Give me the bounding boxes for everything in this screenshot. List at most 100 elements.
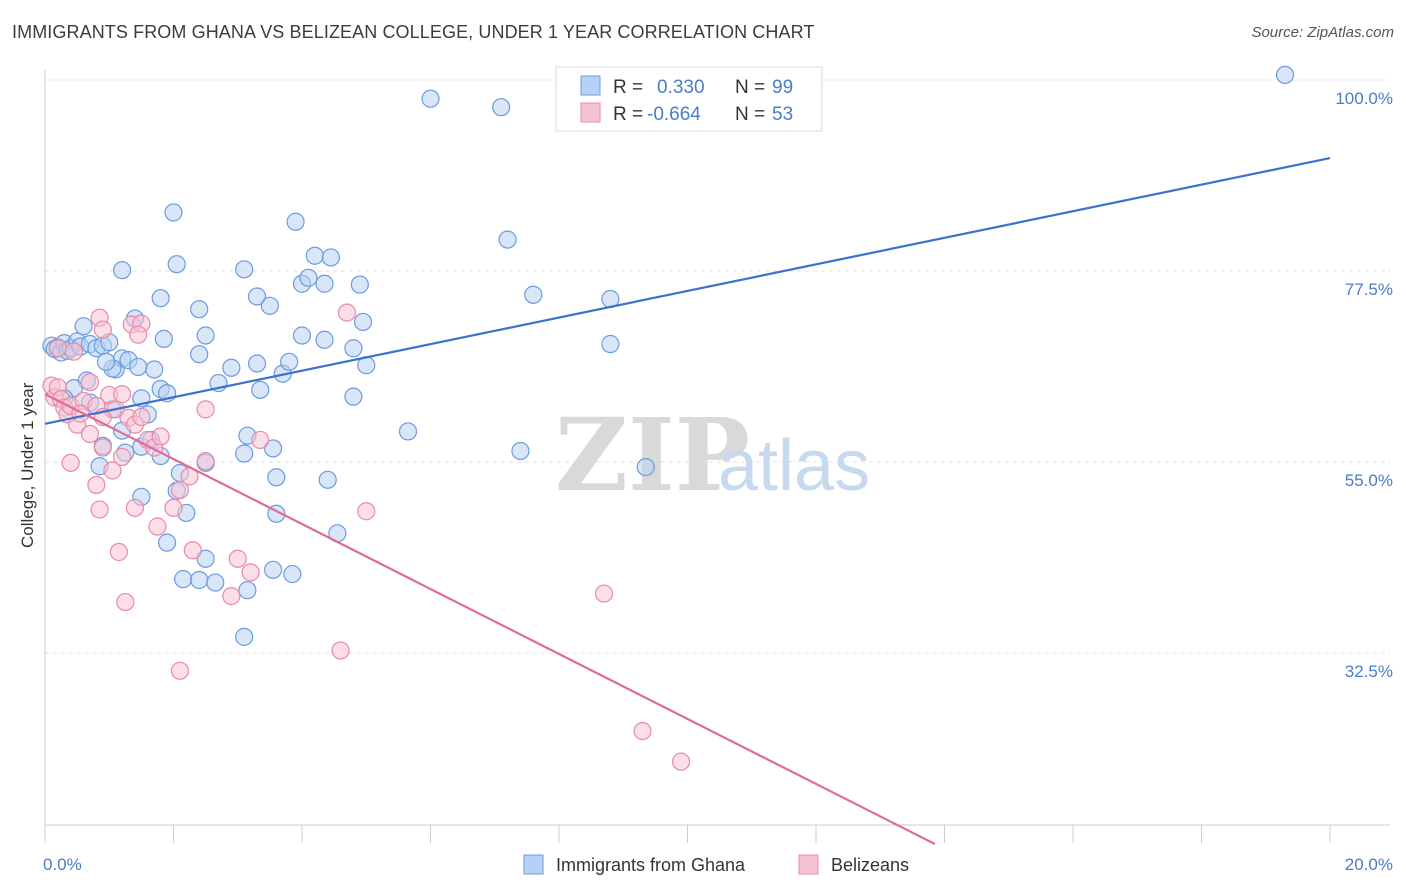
ghana-trend-line <box>44 157 1331 425</box>
belizean-point-17 <box>132 407 151 427</box>
ghana-point-98 <box>96 352 116 371</box>
ghana-point-40 <box>286 212 305 231</box>
ghana-point-50 <box>344 339 363 358</box>
legend-r-label-2: R = <box>613 104 643 125</box>
ghana-point-32 <box>235 260 254 279</box>
ghana-point-82 <box>318 470 337 489</box>
ghana-point-57 <box>524 285 543 304</box>
watermark-zip: ZIP <box>555 396 750 514</box>
source-credit: Source: ZipAtlas.com <box>1251 24 1394 41</box>
ghana-point-24 <box>164 203 183 222</box>
series-legend-label-ghana: Immigrants from Ghana <box>556 855 746 875</box>
series-legend-label-belizeans: Belizeans <box>831 855 909 875</box>
ghana-point-80 <box>263 560 283 579</box>
belizean-point-50 <box>251 430 270 450</box>
ghana-point-77 <box>238 581 257 600</box>
belizean-point-53 <box>357 502 376 521</box>
ghana-point-27 <box>151 289 170 308</box>
legend-n-value-1: 99 <box>772 77 793 98</box>
ghana-point-35 <box>222 358 241 377</box>
ghana-point-39 <box>280 352 299 371</box>
ghana-point-72 <box>157 533 177 552</box>
legend-r-value-1: 0.330 <box>657 77 705 98</box>
ghana-point-67 <box>235 444 254 463</box>
y-tick-label-2: 77.5% <box>1345 280 1393 299</box>
belizean-point-27 <box>64 342 84 361</box>
ghana-point-78 <box>235 627 254 646</box>
ghana-point-49 <box>353 312 373 332</box>
series-legend: Immigrants from Ghana Belizeans <box>523 854 909 875</box>
series-legend-swatch-blue <box>523 854 544 875</box>
x-tick-label-0: 0.0% <box>43 855 82 874</box>
belizean-point-51 <box>331 641 350 660</box>
legend-r-value-2: -0.664 <box>647 104 701 125</box>
ghana-point-97 <box>1275 65 1295 85</box>
ghana-point-9 <box>74 317 93 336</box>
watermark: ZIP atlas <box>555 396 870 514</box>
belizean-point-40 <box>196 400 215 419</box>
belizean-point-30 <box>93 438 112 457</box>
belizean-point-20 <box>151 427 170 446</box>
ghana-point-70 <box>263 439 283 458</box>
belizean-point-46 <box>170 661 190 680</box>
ghana-point-37 <box>251 380 270 399</box>
ghana-point-59 <box>601 334 620 354</box>
ghana-point-61 <box>636 457 655 477</box>
ghana-point-46 <box>315 274 334 293</box>
y-tick-label-1: 55.0% <box>1345 471 1393 490</box>
ghana-point-73 <box>174 570 193 589</box>
legend-n-value-2: 53 <box>772 104 793 125</box>
gridlines <box>45 79 1390 654</box>
ghana-point-68 <box>267 468 286 487</box>
belizean-point-32 <box>112 447 132 467</box>
belizean-point-44 <box>109 542 128 562</box>
ghana-point-92 <box>129 357 148 377</box>
ghana-point-47 <box>315 330 334 349</box>
chart-title: IMMIGRANTS FROM GHANA VS BELIZEAN COLLEG… <box>12 22 815 42</box>
belizean-point-31 <box>103 461 122 480</box>
ghana-point-36 <box>247 354 267 373</box>
ghana-point-76 <box>206 573 225 592</box>
ghana-point-48 <box>350 275 369 294</box>
belizean-point-14 <box>112 384 132 404</box>
ghana-point-20 <box>145 360 164 379</box>
belizean-point-24 <box>129 325 148 344</box>
belizean-point-28 <box>71 404 90 423</box>
data-points <box>42 65 1295 771</box>
ghana-point-33 <box>247 287 267 306</box>
ghana-point-95 <box>154 329 173 349</box>
belizean-point-54 <box>594 584 614 603</box>
belizean-point-52 <box>337 303 357 322</box>
ghana-point-25 <box>167 255 186 274</box>
belizean-point-26 <box>48 339 67 358</box>
belizean-point-36 <box>170 480 190 500</box>
legend-r-label-1: R = <box>613 77 643 98</box>
belizean-point-43 <box>90 500 109 519</box>
belizean-point-34 <box>148 517 167 536</box>
belizean-point-38 <box>183 541 202 560</box>
legend-swatch-pink <box>580 102 601 123</box>
y-tick-label-3: 100.0% <box>1335 89 1393 108</box>
ghana-point-74 <box>196 549 215 568</box>
belizean-point-29 <box>80 424 100 444</box>
belizean-point-35 <box>164 498 183 517</box>
axes <box>44 70 1390 843</box>
ghana-point-54 <box>421 89 440 108</box>
ghana-point-81 <box>283 564 302 584</box>
belizean-point-56 <box>671 752 691 771</box>
y-tick-labels: 32.5% 55.0% 77.5% 100.0% <box>1335 89 1393 681</box>
y-tick-label-0: 32.5% <box>1345 662 1393 681</box>
belizean-point-45 <box>116 592 135 612</box>
y-axis-label: College, Under 1 year <box>18 382 37 548</box>
legend-swatch-blue <box>580 75 601 96</box>
ghana-point-30 <box>190 345 209 364</box>
ghana-point-28 <box>190 300 209 319</box>
ghana-point-53 <box>398 422 418 441</box>
ghana-point-75 <box>190 570 209 590</box>
ghana-point-29 <box>196 326 215 345</box>
x-tick-label-1: 20.0% <box>1345 855 1393 874</box>
legend-n-label-1: N = <box>735 77 765 98</box>
legend-n-label-2: N = <box>735 104 765 125</box>
belizean-point-49 <box>241 563 260 582</box>
